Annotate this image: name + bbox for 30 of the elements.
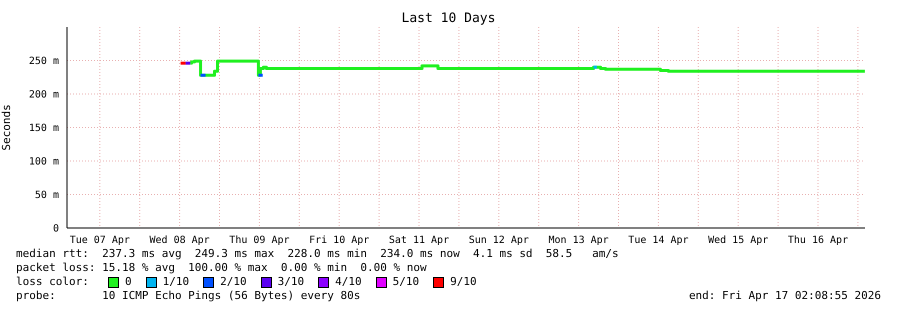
x-tick-label: Fri 10 Apr (309, 235, 370, 246)
y-axis-title: Seconds (0, 104, 13, 151)
chart-title: Last 10 Days (400, 11, 496, 26)
legend-label: 4/10 (334, 275, 362, 289)
x-tick-label: Thu 16 Apr (788, 235, 848, 246)
x-tick-label: Sat 11 Apr (388, 235, 450, 246)
legend-label: 1/10 (162, 275, 190, 289)
x-tick-label: Tue 07 Apr (70, 235, 130, 246)
y-tick-label: 0 (52, 224, 59, 235)
text: end: Fri Apr 17 02:08:55 2026 (688, 289, 881, 302)
y-tick-label: 100 m (28, 156, 59, 168)
legend-label: 9/10 (449, 275, 477, 289)
legend-label: 0 (124, 275, 132, 289)
y-tick-label: 150 m (28, 123, 59, 134)
y-tick-label: 250 m (28, 56, 59, 68)
legend-title: loss color: (16, 275, 90, 289)
y-tick-label: 200 m (28, 90, 59, 101)
legend-label: 3/10 (276, 275, 304, 289)
x-tick-label: Tue 14 Apr (628, 235, 689, 246)
x-tick-label: Wed 08 Apr (149, 235, 210, 246)
legend-label: 2/10 (219, 275, 247, 289)
text: median rtt: 237.3 ms avg 249.3 ms max 228.0 ms min 234.0 ms now 4.1 ms sd 58.5 am/s (16, 247, 619, 261)
text: probe: 10 ICMP Echo Pings (56 Bytes) every 80s (16, 289, 362, 303)
y-tick-label: 50 m (34, 190, 59, 202)
x-tick-label: Sun 12 Apr (468, 235, 529, 246)
x-tick-label: Thu 09 Apr (229, 235, 290, 246)
x-tick-label: Wed 15 Apr (708, 235, 768, 246)
legend-label: 5/10 (392, 275, 420, 289)
text: packet loss: 15.18 % avg 100.00 % max 0.00 % min 0.00 % now (16, 261, 428, 275)
x-tick-label: Mon 13 Apr (548, 235, 609, 246)
